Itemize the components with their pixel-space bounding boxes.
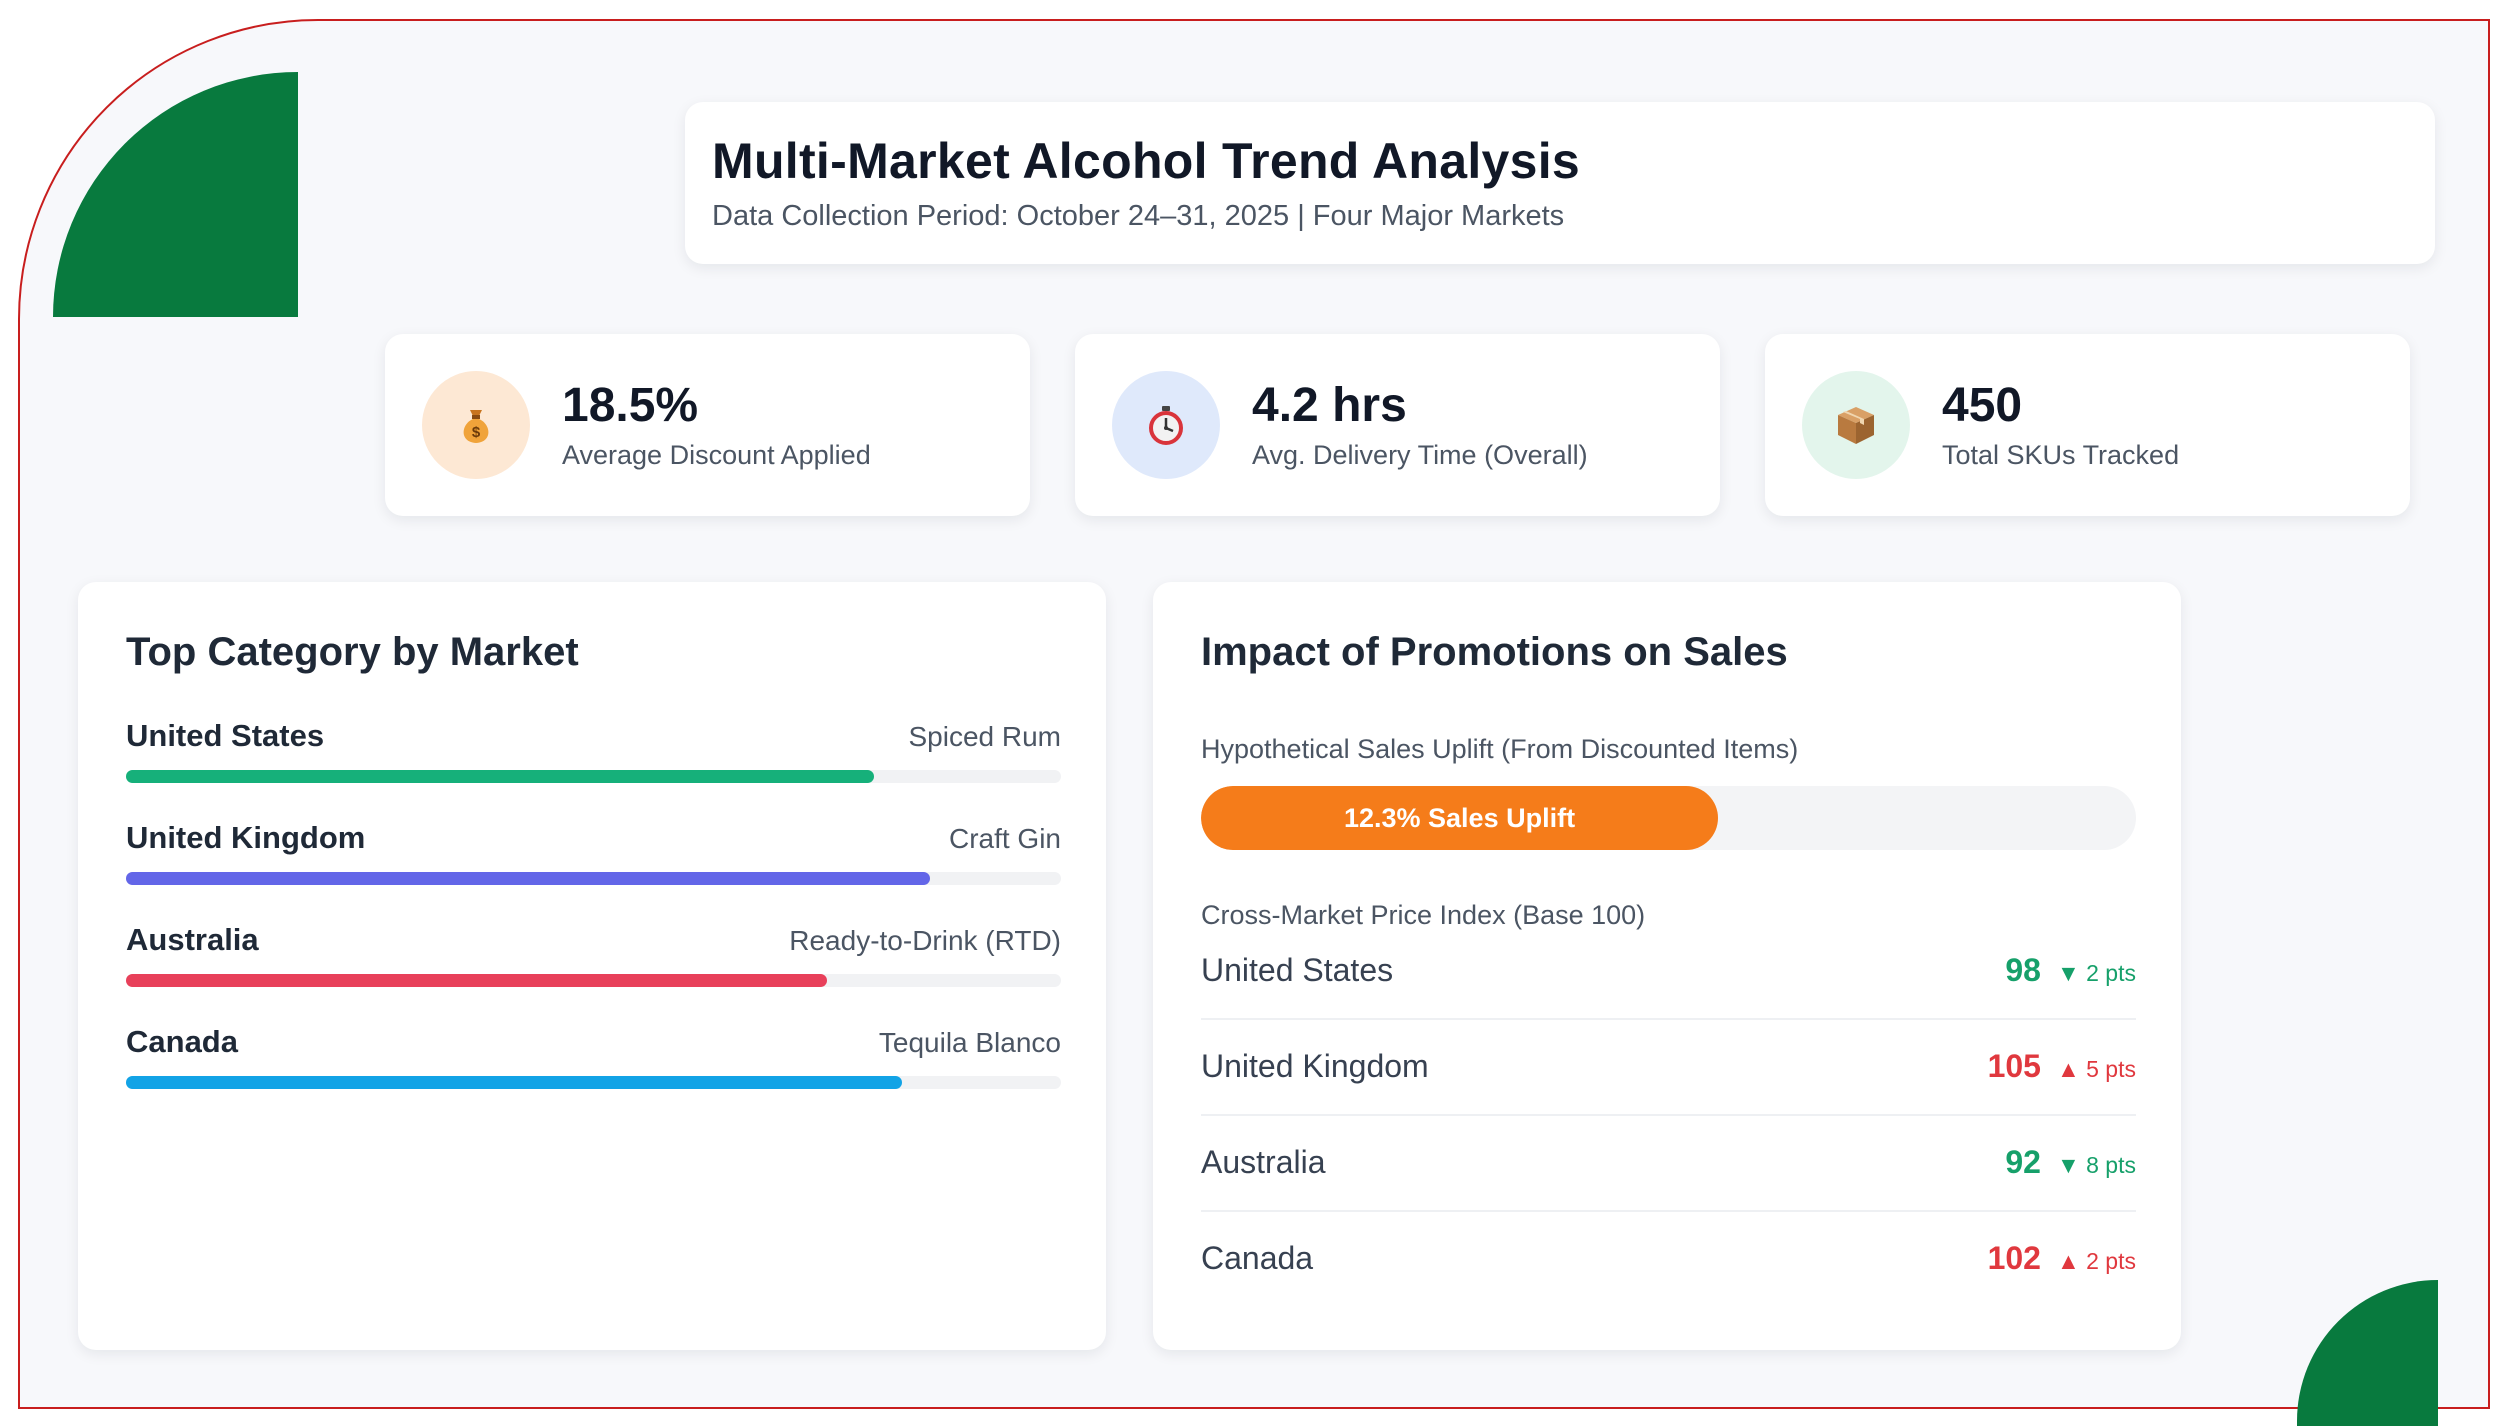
price-market-name: United Kingdom [1201, 1048, 1429, 1084]
price-value-group: 102 ▲ 2 pts [1988, 1240, 2136, 1277]
page-subtitle: Data Collection Period: October 24–31, 2… [712, 200, 1565, 232]
price-index-delta: ▼ 2 pts [2056, 960, 2136, 986]
market-category: Craft Gin [948, 823, 1061, 854]
uplift-label: Hypothetical Sales Uplift (From Discount… [1201, 734, 1799, 764]
price-market-name: United States [1201, 952, 1394, 988]
market-bar-track [126, 1076, 1061, 1089]
price-index-row: Australia 92 ▼ 8 pts [1201, 1116, 2136, 1212]
market-name: United Kingdom [126, 820, 366, 855]
price-market-name: Australia [1201, 1144, 1326, 1180]
price-value-group: 105 ▲ 5 pts [1988, 1048, 2136, 1085]
money-bag-icon: $ [422, 371, 530, 479]
market-row: United States Spiced Rum [126, 718, 1061, 798]
market-name: Australia [126, 922, 259, 957]
market-bar-fill [126, 770, 874, 783]
market-row: United Kingdom Craft Gin [126, 820, 1061, 900]
market-bar-fill [126, 872, 931, 885]
market-bar-track [126, 974, 1061, 987]
price-index-row: Canada 102 ▲ 2 pts [1201, 1212, 2136, 1308]
top-category-title: Top Category by Market [126, 630, 579, 674]
price-index-delta: ▲ 2 pts [2056, 1248, 2136, 1274]
kpi-label: Total SKUs Tracked [1942, 440, 2180, 470]
price-value-group: 98 ▼ 2 pts [2005, 952, 2136, 989]
kpi-value: 450 [1942, 379, 2023, 432]
market-name: United States [126, 718, 325, 753]
package-icon [1802, 371, 1910, 479]
kpi-label: Average Discount Applied [562, 440, 871, 470]
kpi-value: 4.2 hrs [1252, 379, 1407, 432]
market-row: Australia Ready-to-Drink (RTD) [126, 922, 1061, 1002]
market-bar-track [126, 872, 1061, 885]
top-category-card: Top Category by Market United States Spi… [78, 582, 1106, 1350]
market-category: Ready-to-Drink (RTD) [789, 925, 1061, 956]
price-index-row: United States 98 ▼ 2 pts [1201, 924, 2136, 1020]
market-name: Canada [126, 1024, 238, 1059]
price-value-group: 92 ▼ 8 pts [2005, 1144, 2136, 1181]
market-category: Tequila Blanco [878, 1027, 1061, 1058]
kpi-card-skus: 450 Total SKUs Tracked [1765, 334, 2410, 516]
stopwatch-icon [1112, 371, 1220, 479]
kpi-value: 18.5% [562, 379, 699, 432]
market-category: Spiced Rum [908, 721, 1061, 752]
kpi-card-delivery: 4.2 hrs Avg. Delivery Time (Overall) [1075, 334, 1720, 516]
kpi-label: Avg. Delivery Time (Overall) [1252, 440, 1588, 470]
market-row: Canada Tequila Blanco [126, 1024, 1061, 1104]
uplift-bar-fill: 12.3% Sales Uplift [1201, 786, 1719, 850]
market-bar-fill [126, 974, 828, 987]
market-bar-track [126, 770, 1061, 783]
price-index-value: 92 [2005, 1144, 2041, 1180]
page-title: Multi-Market Alcohol Trend Analysis [712, 133, 1581, 189]
market-bar-fill [126, 1076, 903, 1089]
price-index-value: 102 [1987, 1240, 2041, 1276]
promotions-title: Impact of Promotions on Sales [1201, 630, 1788, 674]
price-index-delta: ▼ 8 pts [2056, 1152, 2136, 1178]
uplift-bar-track: 12.3% Sales Uplift [1201, 786, 2136, 850]
decorative-leaf-top-left [53, 72, 298, 317]
price-index-delta: ▲ 5 pts [2056, 1056, 2136, 1082]
header-card: Multi-Market Alcohol Trend Analysis Data… [685, 102, 2435, 264]
price-index-row: United Kingdom 105 ▲ 5 pts [1201, 1020, 2136, 1116]
kpi-card-discount: $ 18.5% Average Discount Applied [385, 334, 1030, 516]
price-market-name: Canada [1201, 1240, 1314, 1276]
svg-text:$: $ [472, 424, 481, 441]
price-index-label: Cross-Market Price Index (Base 100) [1201, 900, 1646, 930]
promotions-card: Impact of Promotions on Sales Hypothetic… [1153, 582, 2181, 1350]
price-index-value: 105 [1987, 1048, 2041, 1084]
price-index-value: 98 [2005, 952, 2041, 988]
